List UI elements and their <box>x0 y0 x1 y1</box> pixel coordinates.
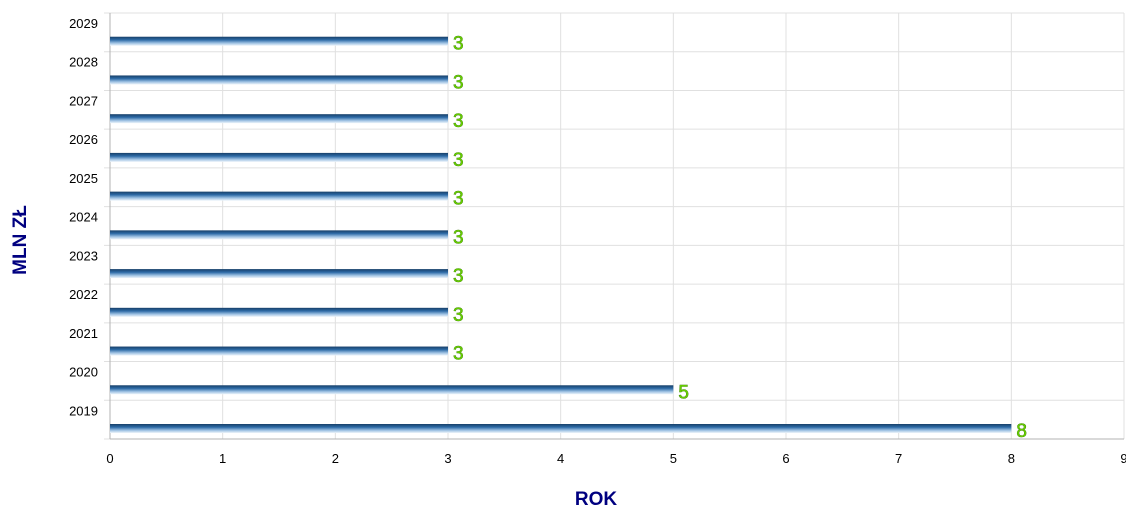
y-tick-label: 2020 <box>69 365 98 380</box>
bar-2026 <box>110 152 448 162</box>
y-tick-label: 2023 <box>69 248 98 263</box>
bar-2024 <box>110 230 448 240</box>
data-label-2022: 3 <box>453 305 464 326</box>
axes: 0 1 2 3 4 5 6 7 8 9 2019 2020 2021 2022 2023 2024 2025 20… <box>69 13 1126 466</box>
data-labels: 8 5 3 3 3 3 3 3 3 3 3 <box>453 33 1028 442</box>
y-tick-label: 2028 <box>69 55 98 70</box>
y-tick-label: 2021 <box>69 326 98 341</box>
x-tick-label: 0 <box>106 451 113 466</box>
y-tick-label: 2024 <box>69 210 98 225</box>
bar-2028 <box>110 75 448 85</box>
x-tick-label: 7 <box>895 451 902 466</box>
bar-2019 <box>110 424 1012 433</box>
bar-2021 <box>110 346 448 356</box>
bar-2025 <box>110 191 448 201</box>
x-tick-label: 1 <box>219 451 226 466</box>
bar-2027 <box>110 114 448 124</box>
x-tick-label: 4 <box>557 451 564 466</box>
data-label-2027: 3 <box>453 111 464 132</box>
y-tick-label: 2027 <box>69 93 98 108</box>
bars <box>110 36 1012 433</box>
x-tick-label: 6 <box>782 451 789 466</box>
data-label-2026: 3 <box>453 150 464 171</box>
data-label-2028: 3 <box>453 72 464 93</box>
x-tick-label: 9 <box>1120 451 1126 466</box>
y-tick-label: 2026 <box>69 132 98 147</box>
y-tick-label: 2025 <box>69 171 98 186</box>
data-label-2024: 3 <box>453 227 464 248</box>
x-tick-label: 3 <box>444 451 451 466</box>
data-label-2019: 8 <box>1016 421 1027 442</box>
data-label-2023: 3 <box>453 266 464 287</box>
x-tick-label: 2 <box>332 451 339 466</box>
y-axis-title: MLN ZŁ <box>10 205 31 275</box>
bar-2022 <box>110 307 448 317</box>
x-axis-title: ROK <box>575 489 618 506</box>
y-tick-label: 2019 <box>69 403 98 418</box>
y-tick-label: 2022 <box>69 287 98 302</box>
bar-2029 <box>110 36 448 46</box>
y-tick-label: 2029 <box>69 16 98 31</box>
x-tick-label: 5 <box>670 451 677 466</box>
x-tick-label: 8 <box>1008 451 1015 466</box>
bar-2023 <box>110 269 448 279</box>
data-label-2025: 3 <box>453 189 464 210</box>
bar-2020 <box>110 385 674 395</box>
data-label-2029: 3 <box>453 34 464 55</box>
data-label-2021: 3 <box>453 344 464 365</box>
data-label-2020: 5 <box>678 382 689 403</box>
